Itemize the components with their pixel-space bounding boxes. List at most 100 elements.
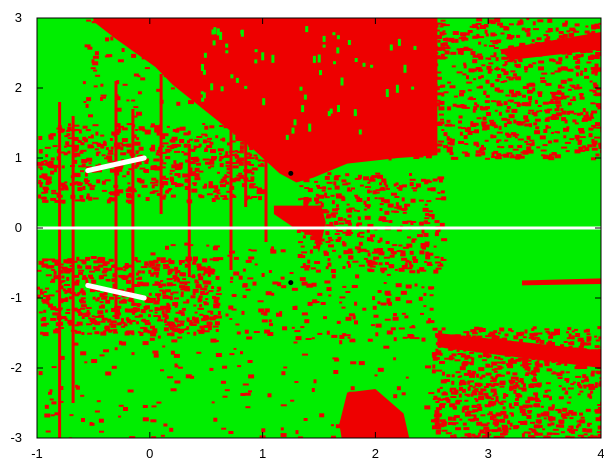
speckle-cell xyxy=(578,384,581,388)
speckle-cell xyxy=(156,89,160,92)
speckle-cell xyxy=(421,110,426,114)
speckle-cell xyxy=(443,421,446,424)
speckle-cell xyxy=(538,44,544,48)
speckle-cell xyxy=(269,270,272,273)
speckle-cell xyxy=(544,417,547,419)
speckle-cell xyxy=(221,179,225,183)
speckle-cell xyxy=(448,346,453,348)
speckle-cell xyxy=(136,152,139,154)
speckle-cell xyxy=(437,389,440,393)
speckle-cell xyxy=(324,193,327,197)
speckle-cell xyxy=(387,298,391,302)
speckle-cell xyxy=(262,273,265,277)
speckle-cell xyxy=(498,357,501,360)
speckle-cell xyxy=(554,139,559,142)
speckle-cell xyxy=(130,20,133,23)
speckle-cell xyxy=(523,28,526,30)
speckle-cell xyxy=(322,186,326,189)
speckle-cell xyxy=(376,92,380,94)
speckle-cell xyxy=(85,280,88,283)
speckle-cell xyxy=(224,155,230,158)
speckle-cell xyxy=(426,123,431,127)
speckle-cell xyxy=(177,337,182,339)
speckle-cell xyxy=(509,114,515,118)
speckle-cell xyxy=(436,413,442,416)
speckle-cell xyxy=(582,45,587,47)
speckle-cell xyxy=(468,49,473,51)
speckle-cell xyxy=(101,321,106,323)
speckle-cell xyxy=(385,102,389,106)
green-gap-cell xyxy=(294,119,297,125)
red-vertical-line-2 xyxy=(115,81,118,319)
speckle-cell xyxy=(507,341,512,343)
speckle-cell xyxy=(504,123,507,127)
speckle-cell xyxy=(565,142,571,144)
speckle-cell xyxy=(565,55,568,58)
speckle-cell xyxy=(444,132,448,136)
speckle-cell xyxy=(144,320,150,322)
speckle-cell xyxy=(414,104,417,107)
speckle-cell xyxy=(171,139,176,143)
speckle-cell xyxy=(379,88,383,92)
speckle-cell xyxy=(456,371,461,373)
speckle-cell xyxy=(565,120,568,124)
speckle-cell xyxy=(461,52,464,55)
speckle-cell xyxy=(125,308,128,312)
speckle-cell xyxy=(405,35,408,38)
speckle-cell xyxy=(76,386,80,390)
speckle-cell xyxy=(394,184,397,187)
speckle-cell xyxy=(505,26,508,29)
speckle-cell xyxy=(348,337,351,339)
speckle-cell xyxy=(181,314,185,316)
speckle-cell xyxy=(384,199,390,203)
speckle-cell xyxy=(38,180,41,183)
speckle-cell xyxy=(560,45,563,48)
speckle-cell xyxy=(167,146,172,148)
speckle-cell xyxy=(467,437,472,441)
speckle-cell xyxy=(422,56,425,58)
speckle-cell xyxy=(177,144,181,147)
speckle-cell xyxy=(424,233,429,237)
speckle-cell xyxy=(479,430,484,434)
speckle-cell xyxy=(396,64,402,66)
speckle-cell xyxy=(522,95,526,98)
speckle-cell xyxy=(436,370,442,372)
speckle-cell xyxy=(586,429,592,433)
speckle-cell xyxy=(200,288,206,290)
speckle-cell xyxy=(216,276,220,280)
speckle-cell xyxy=(437,350,441,354)
green-gap-cell xyxy=(404,65,407,73)
speckle-cell xyxy=(315,201,318,204)
speckle-cell xyxy=(425,220,428,222)
speckle-cell xyxy=(493,151,498,154)
speckle-cell xyxy=(367,224,373,227)
speckle-cell xyxy=(481,75,484,78)
speckle-cell xyxy=(440,119,444,121)
speckle-cell xyxy=(472,36,478,39)
speckle-cell xyxy=(438,106,444,110)
speckle-cell xyxy=(439,114,444,116)
speckle-cell xyxy=(139,314,143,317)
speckle-cell xyxy=(195,312,198,314)
speckle-cell xyxy=(536,333,542,335)
speckle-cell xyxy=(253,282,257,286)
speckle-cell xyxy=(494,392,497,394)
green-gap-cell xyxy=(319,70,322,75)
speckle-cell xyxy=(77,322,83,326)
speckle-cell xyxy=(528,435,534,437)
speckle-cell xyxy=(513,350,517,353)
speckle-cell xyxy=(174,297,179,299)
speckle-cell xyxy=(494,126,498,128)
speckle-cell xyxy=(437,177,441,180)
speckle-cell xyxy=(587,338,591,341)
speckle-cell xyxy=(380,99,384,102)
speckle-cell xyxy=(591,27,596,30)
speckle-cell xyxy=(165,289,171,292)
speckle-cell xyxy=(40,292,44,295)
speckle-cell xyxy=(171,244,176,246)
speckle-cell xyxy=(404,52,408,55)
speckle-cell xyxy=(219,125,223,127)
speckle-cell xyxy=(233,133,237,135)
speckle-cell xyxy=(551,132,554,134)
